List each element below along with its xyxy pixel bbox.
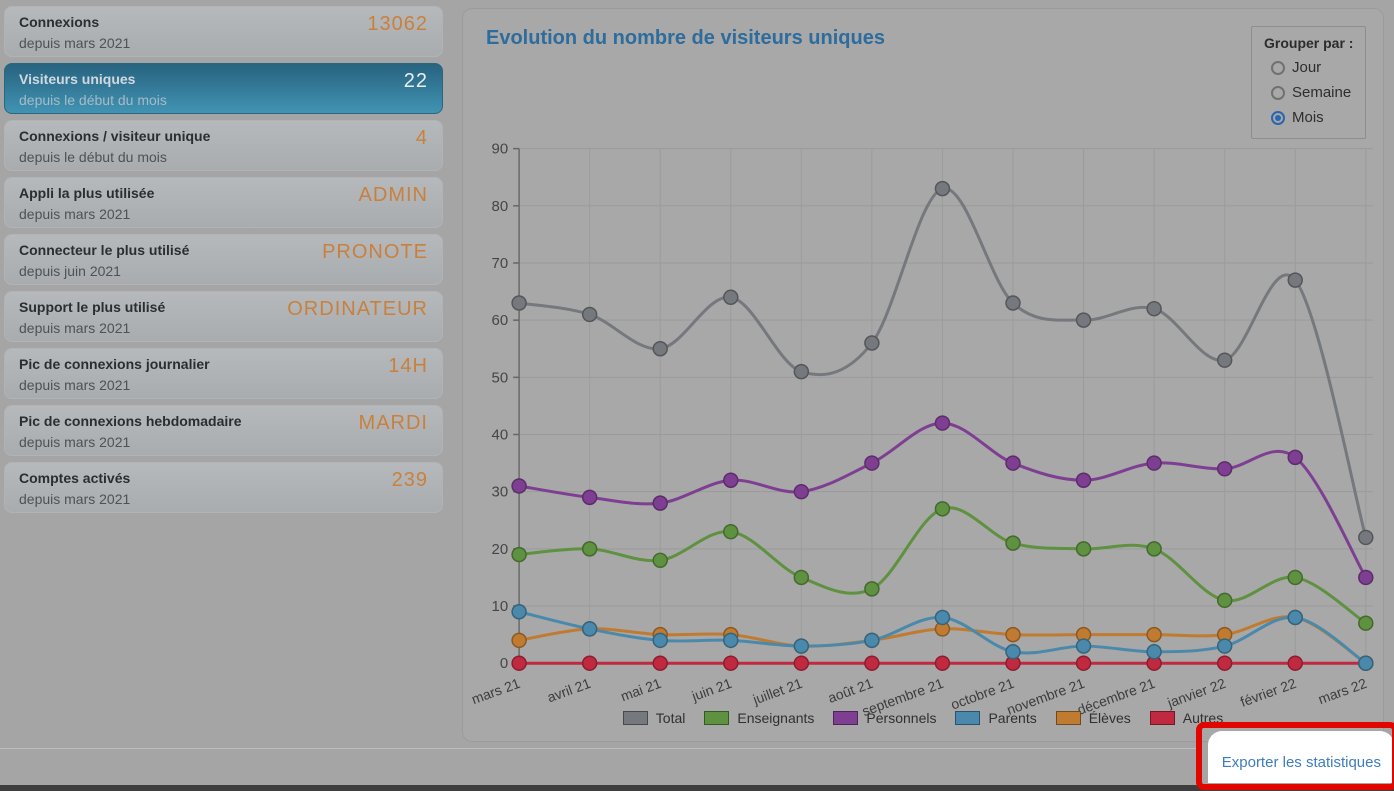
stat-card-subtitle: depuis mars 2021: [19, 491, 131, 507]
visitors-line-chart: 0 10 20 30 40 50 60 70 80 90 mars 21 avril 21 mai 21…: [469, 141, 1374, 719]
svg-text:janvier 22: janvier 22: [1164, 675, 1227, 711]
stat-card-title: Visiteurs uniques: [19, 71, 136, 87]
svg-text:février 22: février 22: [1238, 675, 1298, 710]
stat-card[interactable]: Connexions / visiteur unique depuis le dé…: [4, 120, 443, 171]
bottom-bar: [0, 785, 1394, 791]
content-bottom-divider: [0, 748, 1196, 749]
legend-item: Autres: [1149, 710, 1224, 726]
svg-text:juin 21: juin 21: [689, 675, 734, 705]
stat-card-title: Pic de connexions journalier: [19, 356, 210, 372]
svg-text:60: 60: [492, 312, 509, 329]
group-by-option-label: Semaine: [1292, 84, 1352, 101]
stat-card[interactable]: Connexions depuis mars 2021 13062: [4, 6, 443, 57]
group-by-option-semaine[interactable]: Semaine: [1271, 84, 1365, 101]
stat-card-subtitle: depuis mars 2021: [19, 377, 131, 393]
group-by-option-jour[interactable]: Jour: [1271, 59, 1365, 76]
svg-text:50: 50: [492, 369, 509, 386]
legend-label: Personnels: [866, 710, 937, 726]
stat-card-subtitle: depuis mars 2021: [19, 434, 131, 450]
chart-panel: 0 10 20 30 40 50 60 70 80 90 mars 21 avril 21 mai 21…: [462, 8, 1384, 742]
stat-card-subtitle: depuis mars 2021: [19, 320, 131, 336]
legend-swatch: [833, 711, 859, 725]
legend-label: Enseignants: [737, 710, 815, 726]
stat-card[interactable]: Pic de connexions hebdomadaire depuis mar…: [4, 405, 443, 456]
stats-sidebar: Connexions depuis mars 2021 13062 Visiteurs…: [4, 6, 443, 519]
stat-card-value: ADMIN: [358, 184, 428, 206]
stat-card[interactable]: Visiteurs uniques depuis le début du mois…: [4, 63, 443, 114]
export-statistics-label: Exporter les statistiques: [1221, 753, 1381, 771]
svg-text:10: 10: [492, 598, 509, 615]
stat-card-title: Comptes activés: [19, 470, 131, 486]
radio-icon[interactable]: [1271, 110, 1285, 125]
stat-card-title: Connexions: [19, 14, 100, 30]
group-by-option-label: Jour: [1292, 59, 1322, 76]
radio-icon[interactable]: [1271, 60, 1285, 75]
legend-swatch: [1149, 711, 1175, 725]
legend-item: Personnels: [833, 710, 936, 726]
stat-card-value: PRONOTE: [322, 241, 428, 263]
stat-card-subtitle: depuis le début du mois: [19, 149, 167, 165]
legend-swatch: [955, 711, 981, 725]
legend-swatch: [622, 711, 648, 725]
stat-card[interactable]: Comptes activés depuis mars 2021 239: [4, 462, 443, 513]
svg-text:90: 90: [492, 141, 509, 158]
chart-title: Evolution du nombre de visiteurs uniques: [486, 27, 885, 49]
stat-card-value: MARDI: [358, 412, 428, 434]
radio-icon[interactable]: [1271, 85, 1285, 100]
stat-card-subtitle: depuis mars 2021: [19, 35, 131, 51]
stat-card-title: Appli la plus utilisée: [19, 185, 155, 201]
legend-label: Élèves: [1088, 710, 1131, 726]
stat-card-value: 22: [403, 70, 428, 92]
legend-item: Total: [622, 710, 686, 726]
stat-card[interactable]: Support le plus utilisé depuis mars 2021 O…: [4, 291, 443, 342]
stat-card-value: 13062: [367, 13, 428, 35]
stat-card-subtitle: depuis mars 2021: [19, 206, 131, 222]
chart-legend: Total Enseignants Personnels Parents Élèves A…: [463, 710, 1383, 726]
svg-text:30: 30: [492, 484, 509, 501]
legend-label: Total: [655, 710, 686, 726]
stat-card[interactable]: Pic de connexions journalier depuis mars …: [4, 348, 443, 399]
svg-text:mai 21: mai 21: [618, 675, 663, 704]
svg-text:20: 20: [492, 541, 509, 558]
group-by-options: Jour Semaine Mois: [1264, 59, 1365, 126]
svg-text:0: 0: [500, 655, 508, 672]
svg-text:70: 70: [492, 255, 509, 272]
legend-swatch: [704, 711, 730, 725]
stat-card[interactable]: Appli la plus utilisée depuis mars 2021 AD…: [4, 177, 443, 228]
stat-card-title: Connexions / visiteur unique: [19, 128, 211, 144]
svg-text:mars 22: mars 22: [1316, 675, 1369, 707]
stat-card-value: 14H: [388, 355, 428, 377]
legend-item: Enseignants: [704, 710, 814, 726]
legend-swatch: [1055, 711, 1081, 725]
stat-card-subtitle: depuis juin 2021: [19, 263, 121, 279]
legend-label: Autres: [1182, 710, 1224, 726]
stat-card-value: 4: [415, 127, 428, 149]
legend-label: Parents: [988, 710, 1037, 726]
stat-card-value: ORDINATEUR: [287, 298, 428, 320]
group-by-option-label: Mois: [1292, 109, 1324, 126]
stat-card-subtitle: depuis le début du mois: [19, 92, 167, 108]
legend-item: Élèves: [1055, 710, 1131, 726]
group-by-label: Grouper par :: [1264, 35, 1354, 51]
svg-text:juillet 21: juillet 21: [750, 675, 805, 708]
stat-card-title: Pic de connexions hebdomadaire: [19, 413, 242, 429]
svg-text:40: 40: [492, 426, 509, 443]
legend-item: Parents: [955, 710, 1037, 726]
group-by-box: Grouper par : Jour Semaine Mois: [1251, 26, 1366, 139]
group-by-option-mois[interactable]: Mois: [1271, 109, 1365, 126]
svg-text:mars 21: mars 21: [469, 675, 522, 707]
stat-card-title: Support le plus utilisé: [19, 299, 166, 315]
stat-card[interactable]: Connecteur le plus utilisé depuis juin 20…: [4, 234, 443, 285]
svg-text:avril 21: avril 21: [545, 675, 593, 706]
svg-text:80: 80: [492, 198, 509, 215]
export-statistics-button[interactable]: Exporter les statistiques: [1208, 731, 1394, 783]
stat-card-title: Connecteur le plus utilisé: [19, 242, 190, 258]
stat-card-value: 239: [391, 469, 428, 491]
